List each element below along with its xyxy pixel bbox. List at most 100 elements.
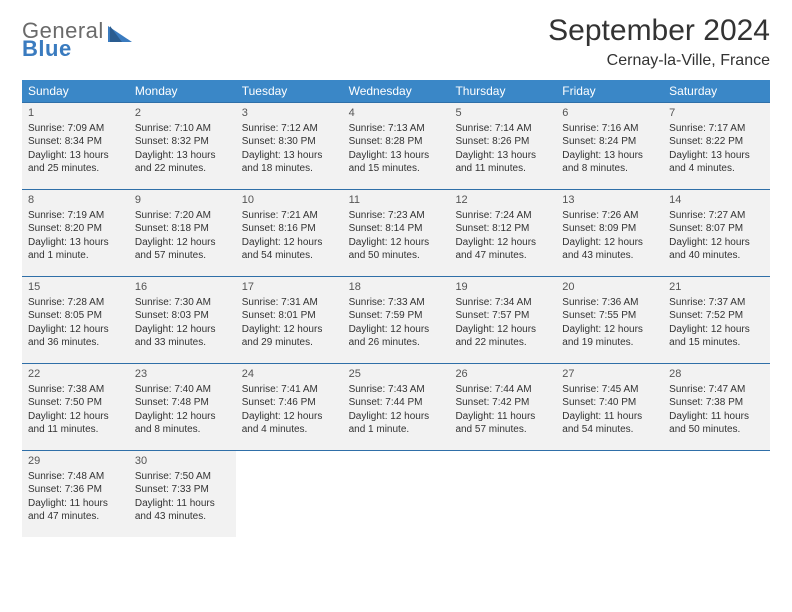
calendar-day: 28Sunrise: 7:47 AMSunset: 7:38 PMDayligh…: [663, 364, 770, 450]
sunrise-line: Sunrise: 7:10 AM: [135, 122, 230, 136]
day-number: 27: [562, 367, 657, 382]
day-number: 30: [135, 454, 230, 469]
day-number: 17: [242, 280, 337, 295]
sunset-line: Sunset: 8:01 PM: [242, 309, 337, 323]
sunset-line: Sunset: 7:48 PM: [135, 396, 230, 410]
sunset-line: Sunset: 8:20 PM: [28, 222, 123, 236]
daylight-line: Daylight: 12 hours and 43 minutes.: [562, 236, 657, 263]
dow-header: Monday: [129, 80, 236, 102]
sunset-line: Sunset: 7:40 PM: [562, 396, 657, 410]
calendar-day: 4Sunrise: 7:13 AMSunset: 8:28 PMDaylight…: [343, 103, 450, 189]
sunrise-line: Sunrise: 7:31 AM: [242, 296, 337, 310]
sunrise-line: Sunrise: 7:19 AM: [28, 209, 123, 223]
sunset-line: Sunset: 8:09 PM: [562, 222, 657, 236]
calendar-day: 23Sunrise: 7:40 AMSunset: 7:48 PMDayligh…: [129, 364, 236, 450]
calendar-day: 24Sunrise: 7:41 AMSunset: 7:46 PMDayligh…: [236, 364, 343, 450]
sunrise-line: Sunrise: 7:36 AM: [562, 296, 657, 310]
calendar-day: 22Sunrise: 7:38 AMSunset: 7:50 PMDayligh…: [22, 364, 129, 450]
sunrise-line: Sunrise: 7:17 AM: [669, 122, 764, 136]
dow-header: Thursday: [449, 80, 556, 102]
daylight-line: Daylight: 13 hours and 11 minutes.: [455, 149, 550, 176]
dow-header-row: SundayMondayTuesdayWednesdayThursdayFrid…: [22, 80, 770, 102]
daylight-line: Daylight: 12 hours and 57 minutes.: [135, 236, 230, 263]
dow-header: Wednesday: [343, 80, 450, 102]
dow-header: Saturday: [663, 80, 770, 102]
calendar-week-row: 8Sunrise: 7:19 AMSunset: 8:20 PMDaylight…: [22, 189, 770, 276]
calendar-day-empty: [556, 451, 663, 537]
day-number: 24: [242, 367, 337, 382]
daylight-line: Daylight: 11 hours and 57 minutes.: [455, 410, 550, 437]
brand-bottom: Blue: [22, 38, 104, 60]
calendar-day: 8Sunrise: 7:19 AMSunset: 8:20 PMDaylight…: [22, 190, 129, 276]
calendar-week-row: 22Sunrise: 7:38 AMSunset: 7:50 PMDayligh…: [22, 363, 770, 450]
day-number: 26: [455, 367, 550, 382]
sunset-line: Sunset: 7:46 PM: [242, 396, 337, 410]
calendar-day: 16Sunrise: 7:30 AMSunset: 8:03 PMDayligh…: [129, 277, 236, 363]
daylight-line: Daylight: 13 hours and 1 minute.: [28, 236, 123, 263]
sunrise-line: Sunrise: 7:50 AM: [135, 470, 230, 484]
daylight-line: Daylight: 12 hours and 11 minutes.: [28, 410, 123, 437]
dow-header: Sunday: [22, 80, 129, 102]
calendar-day-empty: [343, 451, 450, 537]
daylight-line: Daylight: 12 hours and 26 minutes.: [349, 323, 444, 350]
calendar-day: 5Sunrise: 7:14 AMSunset: 8:26 PMDaylight…: [449, 103, 556, 189]
daylight-line: Daylight: 13 hours and 15 minutes.: [349, 149, 444, 176]
daylight-line: Daylight: 13 hours and 25 minutes.: [28, 149, 123, 176]
daylight-line: Daylight: 13 hours and 8 minutes.: [562, 149, 657, 176]
sunset-line: Sunset: 8:03 PM: [135, 309, 230, 323]
daylight-line: Daylight: 12 hours and 40 minutes.: [669, 236, 764, 263]
sunset-line: Sunset: 8:12 PM: [455, 222, 550, 236]
daylight-line: Daylight: 12 hours and 36 minutes.: [28, 323, 123, 350]
sunset-line: Sunset: 8:05 PM: [28, 309, 123, 323]
sunrise-line: Sunrise: 7:40 AM: [135, 383, 230, 397]
calendar-day: 10Sunrise: 7:21 AMSunset: 8:16 PMDayligh…: [236, 190, 343, 276]
sunrise-line: Sunrise: 7:12 AM: [242, 122, 337, 136]
daylight-line: Daylight: 12 hours and 29 minutes.: [242, 323, 337, 350]
daylight-line: Daylight: 12 hours and 15 minutes.: [669, 323, 764, 350]
daylight-line: Daylight: 13 hours and 22 minutes.: [135, 149, 230, 176]
sunrise-line: Sunrise: 7:28 AM: [28, 296, 123, 310]
sunset-line: Sunset: 7:44 PM: [349, 396, 444, 410]
sunrise-line: Sunrise: 7:14 AM: [455, 122, 550, 136]
dow-header: Tuesday: [236, 80, 343, 102]
sunset-line: Sunset: 8:18 PM: [135, 222, 230, 236]
day-number: 25: [349, 367, 444, 382]
daylight-line: Daylight: 13 hours and 18 minutes.: [242, 149, 337, 176]
calendar-day: 3Sunrise: 7:12 AMSunset: 8:30 PMDaylight…: [236, 103, 343, 189]
calendar: SundayMondayTuesdayWednesdayThursdayFrid…: [22, 80, 770, 537]
day-number: 2: [135, 106, 230, 121]
calendar-day: 13Sunrise: 7:26 AMSunset: 8:09 PMDayligh…: [556, 190, 663, 276]
sunrise-line: Sunrise: 7:20 AM: [135, 209, 230, 223]
dow-header: Friday: [556, 80, 663, 102]
daylight-line: Daylight: 12 hours and 19 minutes.: [562, 323, 657, 350]
calendar-day: 18Sunrise: 7:33 AMSunset: 7:59 PMDayligh…: [343, 277, 450, 363]
calendar-day: 17Sunrise: 7:31 AMSunset: 8:01 PMDayligh…: [236, 277, 343, 363]
calendar-day: 14Sunrise: 7:27 AMSunset: 8:07 PMDayligh…: [663, 190, 770, 276]
day-number: 9: [135, 193, 230, 208]
sunrise-line: Sunrise: 7:26 AM: [562, 209, 657, 223]
day-number: 12: [455, 193, 550, 208]
sunrise-line: Sunrise: 7:27 AM: [669, 209, 764, 223]
day-number: 16: [135, 280, 230, 295]
daylight-line: Daylight: 11 hours and 43 minutes.: [135, 497, 230, 524]
day-number: 8: [28, 193, 123, 208]
sunset-line: Sunset: 7:33 PM: [135, 483, 230, 497]
day-number: 5: [455, 106, 550, 121]
month-title: September 2024: [548, 14, 770, 48]
calendar-day-empty: [663, 451, 770, 537]
day-number: 29: [28, 454, 123, 469]
daylight-line: Daylight: 11 hours and 47 minutes.: [28, 497, 123, 524]
day-number: 19: [455, 280, 550, 295]
daylight-line: Daylight: 12 hours and 33 minutes.: [135, 323, 230, 350]
sunrise-line: Sunrise: 7:48 AM: [28, 470, 123, 484]
sunrise-line: Sunrise: 7:44 AM: [455, 383, 550, 397]
sunset-line: Sunset: 8:07 PM: [669, 222, 764, 236]
brand-triangle-icon: [108, 20, 132, 47]
sunset-line: Sunset: 8:34 PM: [28, 135, 123, 149]
title-block: September 2024 Cernay-la-Ville, France: [548, 14, 770, 70]
day-number: 20: [562, 280, 657, 295]
day-number: 4: [349, 106, 444, 121]
daylight-line: Daylight: 12 hours and 47 minutes.: [455, 236, 550, 263]
sunset-line: Sunset: 8:26 PM: [455, 135, 550, 149]
day-number: 7: [669, 106, 764, 121]
